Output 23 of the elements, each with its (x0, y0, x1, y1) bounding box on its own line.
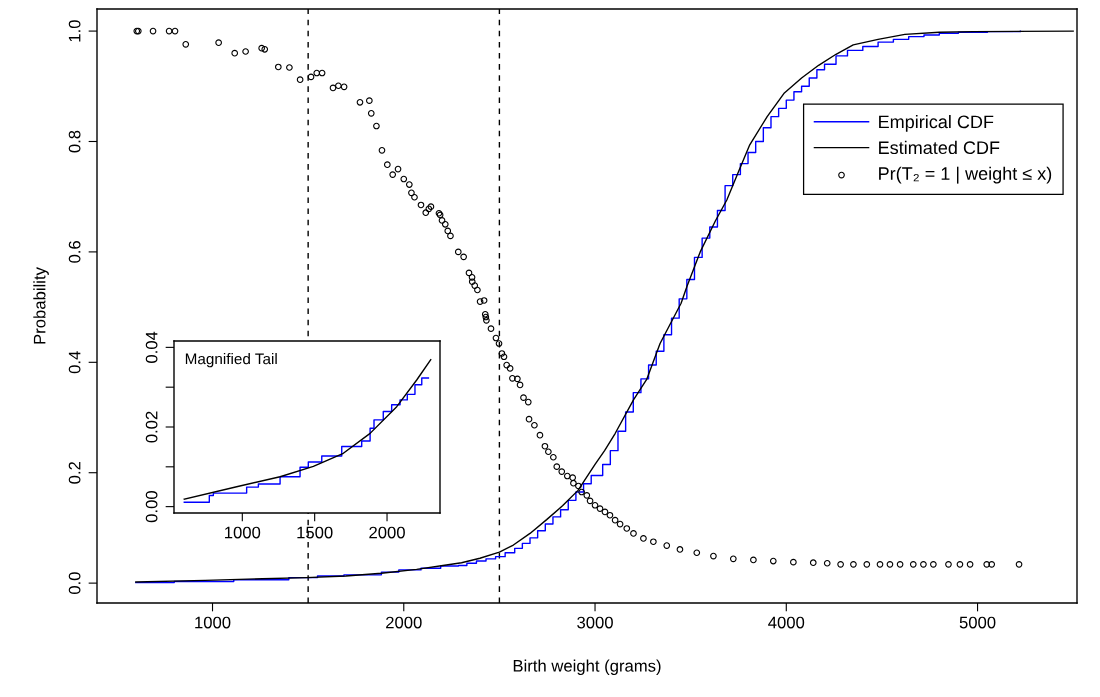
y-tick-label: 1.0 (68, 20, 81, 42)
legend-label: Pr(T₂ = 1 | weight ≤ x) (879, 166, 1052, 184)
x-tick-label: 1500 (297, 526, 333, 539)
y-tick-label: 0.00 (145, 491, 158, 523)
y-tick-label: 0.6 (68, 241, 81, 263)
x-tick-label: 2000 (369, 526, 405, 539)
y-tick-label: 0.4 (68, 351, 81, 374)
y-tick-label: 0.04 (145, 331, 158, 363)
y-tick-label: 0.2 (68, 461, 81, 484)
x-tick-label: 5000 (959, 616, 996, 629)
text: Magnified Tail (185, 353, 277, 368)
x-axis-title: Birth weight (grams) (513, 659, 661, 676)
x-tick-label: 2000 (386, 616, 422, 629)
x-tick-label: 1000 (195, 616, 231, 629)
y-axis-title: Probability (33, 267, 49, 344)
y-tick-label: 0.02 (145, 411, 158, 443)
x-tick-label: 1000 (225, 526, 261, 539)
y-tick-label: 0.8 (68, 130, 81, 153)
x-tick-label: 3000 (577, 616, 613, 629)
legend-label: Empirical CDF (879, 114, 994, 132)
legend-label: Estimated CDF (879, 140, 1000, 155)
y-tick-label: 0.0 (68, 572, 81, 595)
x-tick-label: 4000 (768, 616, 805, 629)
